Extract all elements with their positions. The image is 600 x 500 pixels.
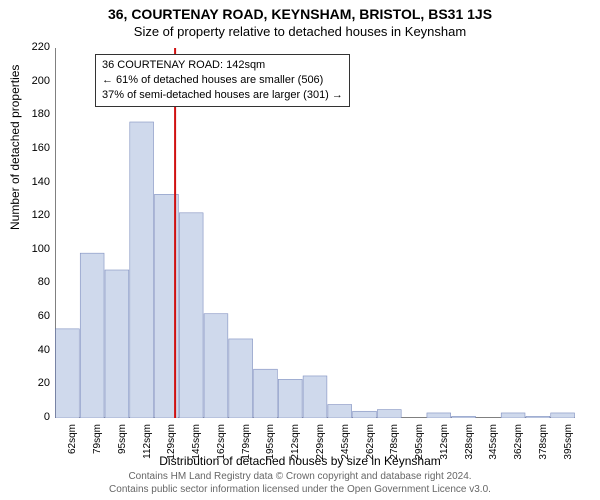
histogram-bar — [452, 416, 476, 418]
y-tick-label: 100 — [20, 243, 50, 255]
chart-area: 36 COURTENAY ROAD: 142sqm ← 61% of detac… — [55, 48, 575, 418]
y-tick-label: 20 — [20, 377, 50, 389]
y-tick-label: 220 — [20, 41, 50, 53]
annotation-box: 36 COURTENAY ROAD: 142sqm ← 61% of detac… — [95, 54, 350, 107]
footer: Contains HM Land Registry data © Crown c… — [0, 470, 600, 496]
chart-container: 36, COURTENAY ROAD, KEYNSHAM, BRISTOL, B… — [0, 0, 600, 500]
title-sub: Size of property relative to detached ho… — [0, 22, 600, 39]
histogram-bar — [501, 413, 525, 418]
x-axis-label: Distribution of detached houses by size … — [0, 454, 600, 468]
y-tick-label: 140 — [20, 176, 50, 188]
histogram-bar — [179, 213, 203, 418]
histogram-bar — [204, 314, 228, 418]
y-tick-label: 40 — [20, 344, 50, 356]
annotation-line-3: 37% of semi-detached houses are larger (… — [102, 88, 343, 103]
annotation-line-1: 36 COURTENAY ROAD: 142sqm — [102, 58, 343, 73]
histogram-bar — [303, 376, 327, 418]
histogram-bar — [526, 416, 550, 418]
y-tick-label: 180 — [20, 108, 50, 120]
y-tick-label: 0 — [20, 411, 50, 423]
histogram-bar — [278, 379, 302, 418]
histogram-bar — [353, 411, 377, 418]
footer-line-2: Contains public sector information licen… — [0, 483, 600, 496]
y-tick-label: 160 — [20, 142, 50, 154]
y-tick-label: 80 — [20, 276, 50, 288]
histogram-bar — [377, 410, 401, 418]
footer-line-1: Contains HM Land Registry data © Crown c… — [0, 470, 600, 483]
histogram-bar — [55, 329, 79, 418]
histogram-bar — [229, 339, 253, 418]
histogram-bar — [80, 253, 104, 418]
y-tick-label: 200 — [20, 75, 50, 87]
annotation-line-2: ← 61% of detached houses are smaller (50… — [102, 73, 343, 88]
histogram-bar — [427, 413, 451, 418]
y-tick-label: 60 — [20, 310, 50, 322]
histogram-bar — [130, 122, 154, 418]
histogram-bar — [254, 369, 278, 418]
y-tick-label: 120 — [20, 209, 50, 221]
histogram-bar — [551, 413, 575, 418]
histogram-bar — [328, 405, 352, 418]
title-main: 36, COURTENAY ROAD, KEYNSHAM, BRISTOL, B… — [0, 0, 600, 22]
histogram-bar — [105, 270, 129, 418]
